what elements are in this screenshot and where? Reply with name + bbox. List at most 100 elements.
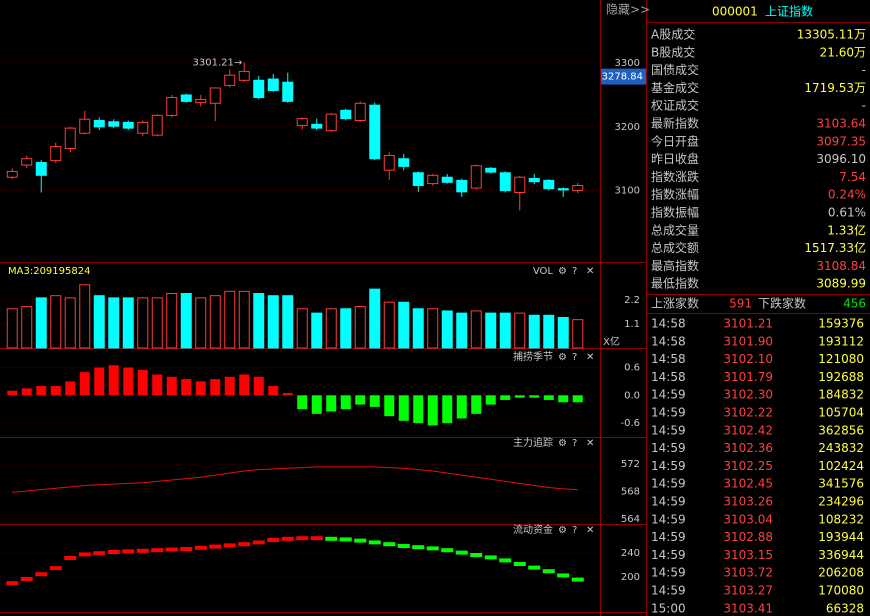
histogram-bar [384,395,395,417]
panel-tool[interactable]: ? [572,438,577,449]
panel-tool[interactable]: ? [572,266,577,277]
candle-body [253,79,265,99]
stat-value: 7.54 [839,170,866,184]
stock-name: 上证指数 [765,4,813,19]
trade-price: 3101.21 [723,317,773,331]
candle-body [311,123,323,129]
hide-button[interactable]: 隐藏>> [606,3,650,17]
flow-dash [252,540,265,545]
flow-dash [238,542,251,547]
panel-tool[interactable]: ✕ [586,352,594,363]
candle-body [340,109,352,120]
trade-time: 14:59 [651,495,686,509]
panel-tool[interactable]: ✕ [586,438,594,449]
trade-price: 3102.45 [723,477,773,491]
y-tick-label: 240 [621,548,640,559]
volume-bar [93,295,105,349]
volume-bar [398,301,410,349]
candle-body [122,121,134,129]
panel-tool[interactable]: ? [572,525,577,536]
candle-body [166,97,178,116]
histogram-bar [282,393,293,396]
stat-value: - [862,63,866,77]
trade-volume: 102424 [818,459,864,473]
y-tick-label: 568 [621,487,640,498]
candle-body [35,162,47,176]
stat-label: 最高指数 [651,258,699,273]
flow-dash [209,544,222,549]
trade-time: 14:59 [651,477,686,491]
volume-bar [572,319,584,349]
trade-price: 3103.41 [723,601,773,615]
volume-bar [224,290,236,349]
tracking-line [12,466,578,493]
histogram-bar [514,395,525,398]
trade-time: 14:59 [651,459,686,473]
flow-dash [571,577,584,582]
flow-dash [354,538,367,543]
stat-label: B股成交 [651,44,695,59]
panel-tool[interactable]: ⚙ [558,525,567,536]
stat-label: 今日开盘 [651,133,699,148]
volume-bar [253,293,265,349]
panel-tool[interactable]: ? [572,352,577,363]
stat-label: 昨日收盘 [651,151,699,166]
candle-body [151,114,163,136]
flow-dash [557,573,570,578]
breadth-value: 591 [729,297,752,311]
flow-dash [223,543,236,548]
trade-time: 14:58 [651,352,686,366]
candle-body [427,174,439,185]
trade-time: 14:59 [651,406,686,420]
flow-dash [165,547,178,552]
flow-dash [64,556,77,560]
trade-volume: 206208 [818,566,864,580]
stat-value: 3096.10 [816,152,866,166]
candle-body [441,176,453,183]
trade-volume: 192688 [818,370,864,384]
stat-label: 权证成交 [651,98,699,113]
trade-price: 3103.15 [723,548,773,562]
breadth-value: 456 [843,297,866,311]
panel-tool[interactable]: ✕ [586,525,594,536]
candle-body [79,118,91,134]
trade-price: 3103.04 [723,512,773,526]
volume-bar [209,295,221,349]
trade-volume: 234296 [818,495,864,509]
histogram-bar [94,367,105,396]
trade-volume: 193944 [818,530,864,544]
histogram-bar [36,386,47,396]
flow-dash [35,572,48,577]
volume-bar [195,297,207,349]
histogram-bar [471,395,482,414]
panel-tool[interactable]: ✕ [586,266,594,277]
y-tick-label: 200 [621,572,640,583]
stat-value: 0.61% [828,206,866,220]
trade-volume: 108232 [818,512,864,526]
candle-body [528,177,540,183]
flow-dash [339,537,352,542]
high-annotation: 3301.21→ [193,57,243,68]
candle-body [180,94,192,102]
panel-tool[interactable]: ⚙ [558,352,567,363]
volume-bar [21,306,33,349]
panel-name: 流动资金 [513,523,553,536]
volume-bar [296,308,308,349]
flow-dash [441,548,454,553]
volume-bar [166,293,178,349]
volume-bar [470,310,482,349]
trade-price: 3102.25 [723,459,773,473]
trade-time: 14:58 [651,370,686,384]
panel-tool[interactable]: ⚙ [558,266,567,277]
candle-body [137,121,149,134]
candle-body [325,113,337,132]
trade-price: 3101.90 [723,334,773,348]
histogram-bar [253,376,264,396]
histogram-bar [572,395,583,403]
trade-time: 14:58 [651,334,686,348]
panel-name: 主力追踪 [513,436,553,449]
trade-volume: 66328 [826,601,864,615]
volume-bar [528,314,540,349]
panel-tool[interactable]: ⚙ [558,438,567,449]
candle-body [195,98,207,104]
